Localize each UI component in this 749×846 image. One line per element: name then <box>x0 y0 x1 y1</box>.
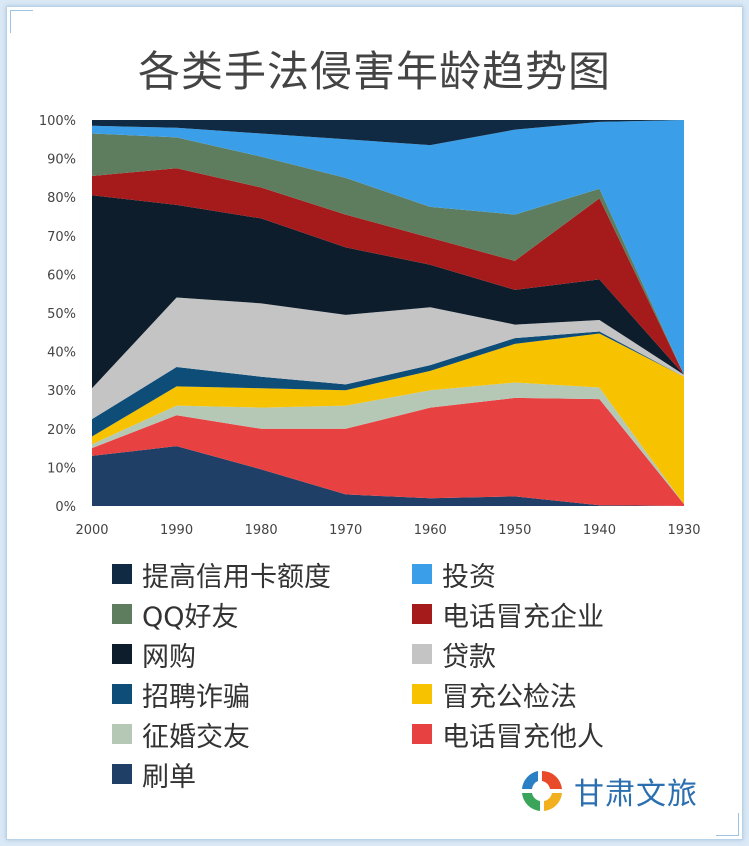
legend-label: 网购 <box>142 641 196 673</box>
legend-swatch <box>112 604 132 624</box>
y-tick-label: 10% <box>47 461 76 476</box>
y-tick-label: 20% <box>47 423 76 438</box>
legend-label: 贷款 <box>442 641 496 673</box>
legend-swatch <box>112 724 132 744</box>
legend-swatch <box>112 644 132 664</box>
legend-swatch <box>412 604 432 624</box>
legend-swatch <box>412 684 432 704</box>
legend-label: 征婚交友 <box>142 721 250 753</box>
area-贷款 <box>92 297 684 420</box>
area-chart: 0% 10% 20% 30% 40% 50% 60% 70% 80% 90% 100% 2000 19… <box>39 114 701 538</box>
y-axis-ticks: 0% 10% 20% 30% 40% 50% 60% 70% 80% 90% 100% <box>39 114 76 515</box>
y-tick-label: 90% <box>47 153 76 168</box>
x-tick-label: 1930 <box>667 523 700 538</box>
x-tick-label: 1960 <box>414 523 447 538</box>
legend-item: 网购 <box>112 638 412 673</box>
legend-label: 电话冒充他人 <box>442 721 604 753</box>
area-提高信用卡额度 <box>92 120 684 146</box>
area-冒充公检法 <box>92 333 684 505</box>
y-tick-label: 70% <box>47 230 76 245</box>
legend-swatch <box>112 564 132 584</box>
legend-swatch <box>112 684 132 704</box>
legend-item: 贷款 <box>412 638 672 673</box>
y-tick-label: 30% <box>47 384 76 399</box>
y-tick-label: 60% <box>47 268 76 283</box>
watermark-logo: 甘肃文旅 <box>518 766 698 816</box>
legend-label: 招聘诈骗 <box>142 681 250 713</box>
legend-label: 投资 <box>442 561 496 593</box>
area-series-group <box>92 120 684 506</box>
frame-corner-decoration <box>10 10 33 33</box>
legend-item: 电话冒充企业 <box>412 598 672 633</box>
y-tick-label: 0% <box>55 500 76 515</box>
chart-title: 各类手法侵害年龄趋势图 <box>137 47 611 96</box>
x-tick-label: 1950 <box>498 523 531 538</box>
area-QQ好友 <box>92 133 684 375</box>
legend-item: 冒充公检法 <box>412 678 672 713</box>
area-征婚交友 <box>92 382 684 505</box>
area-电话冒充企业 <box>92 168 684 375</box>
legend-item: 征婚交友 <box>112 718 412 753</box>
y-tick-label: 50% <box>47 307 76 322</box>
legend-swatch <box>412 564 432 584</box>
x-axis-ticks: 2000 1990 1980 1970 1960 1950 1940 1930 <box>75 523 700 538</box>
legend-item: 刷单 <box>112 758 412 793</box>
area-网购 <box>92 195 684 389</box>
legend-label: 电话冒充企业 <box>442 601 604 633</box>
legend-item: QQ好友 <box>112 598 412 633</box>
y-tick-label: 80% <box>47 191 76 206</box>
legend-label: 提高信用卡额度 <box>142 561 331 593</box>
y-tick-label: 100% <box>39 114 76 129</box>
chart-legend: 提高信用卡额度 投资 QQ好友 电话冒充企业网购 贷款招聘诈骗 冒充公检法征婚交友 电话冒充… <box>112 558 672 793</box>
y-tick-label: 40% <box>47 346 76 361</box>
x-tick-label: 1970 <box>329 523 362 538</box>
x-tick-label: 1980 <box>245 523 278 538</box>
area-电话冒充他人 <box>92 397 684 506</box>
legend-label: 冒充公检法 <box>442 681 577 713</box>
legend-label: QQ好友 <box>142 601 239 633</box>
legend-swatch <box>112 764 132 784</box>
legend-item: 提高信用卡额度 <box>112 558 412 593</box>
watermark-text: 甘肃文旅 <box>574 777 698 812</box>
legend-swatch <box>412 644 432 664</box>
legend-item: 招聘诈骗 <box>112 678 412 713</box>
area-招聘诈骗 <box>92 331 684 437</box>
x-tick-label: 1940 <box>583 523 616 538</box>
legend-item: 投资 <box>412 558 672 593</box>
frame-corner-decoration <box>716 813 739 836</box>
legend-label: 刷单 <box>142 761 196 793</box>
legend-item: 电话冒充他人 <box>412 718 672 753</box>
x-tick-label: 2000 <box>75 523 108 538</box>
legend-swatch <box>412 724 432 744</box>
area-刷单 <box>92 446 684 506</box>
watermark-swirl-icon <box>520 769 564 813</box>
x-tick-label: 1990 <box>160 523 193 538</box>
area-投资 <box>92 120 684 375</box>
